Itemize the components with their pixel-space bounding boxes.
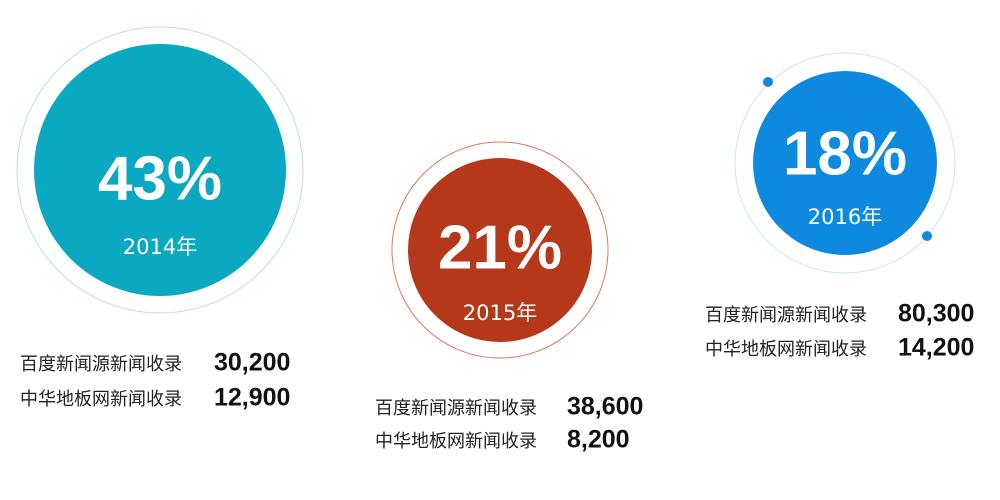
stats-2016: 百度新闻源新闻收录 80,300 中华地板网新闻收录 14,200	[705, 300, 974, 362]
circle-2015: 21% 2015年	[391, 141, 609, 359]
stat-value: 30,200	[214, 349, 290, 377]
year: 2016年	[808, 205, 882, 229]
dot	[763, 77, 773, 87]
stat-label: 中华地板网新闻收录	[20, 389, 182, 410]
stats-2014: 百度新闻源新闻收录 30,200 中华地板网新闻收录 12,900	[20, 349, 290, 412]
disc	[753, 71, 937, 255]
ring	[734, 52, 956, 274]
circle-2014: 43% 2014年	[16, 26, 304, 314]
stat-label: 百度新闻源新闻收录	[20, 354, 182, 375]
disc	[408, 158, 592, 342]
stat-label: 中华地板网新闻收录	[375, 431, 537, 452]
ring	[391, 141, 609, 359]
year: 2014年	[123, 235, 197, 259]
stat-value: 8,200	[567, 426, 630, 454]
percent: 21%	[438, 213, 562, 282]
stat-value: 38,600	[567, 393, 643, 421]
disc	[34, 44, 286, 296]
circle-2016: 18% 2016年	[734, 52, 956, 274]
stat-value: 14,200	[898, 334, 974, 362]
stat-value: 12,900	[214, 384, 290, 412]
stat-label: 百度新闻源新闻收录	[375, 398, 537, 419]
stat-label: 中华地板网新闻收录	[705, 339, 867, 360]
year: 2015年	[463, 301, 537, 325]
stats-2015: 百度新闻源新闻收录 38,600 中华地板网新闻收录 8,200	[375, 393, 643, 454]
stat-value: 80,300	[898, 300, 974, 328]
ring	[16, 26, 304, 314]
percent: 43%	[98, 144, 222, 213]
stat-label: 百度新闻源新闻收录	[705, 305, 867, 326]
dot	[922, 231, 932, 241]
percent: 18%	[783, 119, 907, 188]
